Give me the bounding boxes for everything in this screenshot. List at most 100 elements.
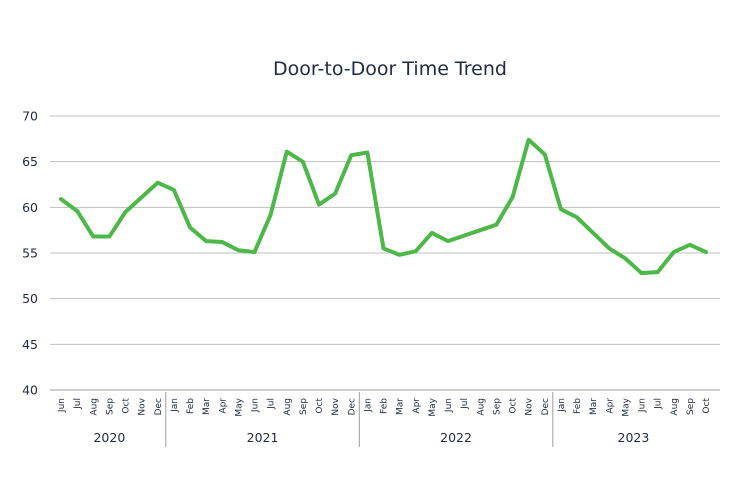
data-point <box>317 203 321 207</box>
x-tick-label: Nov <box>525 397 535 415</box>
x-tick-label: Jul <box>654 398 664 410</box>
data-point <box>656 270 660 274</box>
data-point <box>591 231 595 235</box>
data-point <box>301 160 305 164</box>
data-point <box>462 234 466 238</box>
x-tick-label: Aug <box>476 398 486 416</box>
data-point <box>365 151 369 155</box>
data-point <box>640 271 644 275</box>
data-point <box>333 192 337 196</box>
data-point <box>575 215 579 219</box>
x-tick-label: Sep <box>686 398 696 415</box>
year-axis: 2020 2021 2022 2023 <box>93 392 649 447</box>
x-tick-label: Feb <box>186 398 196 414</box>
x-tick-label: Jan <box>170 398 180 413</box>
year-label: 2022 <box>440 430 472 445</box>
x-tick-label: Oct <box>509 398 519 414</box>
x-axis: Jun Jul Aug Sep Oct Nov Dec Jan Feb Mar Apr May Jun J… <box>57 397 712 416</box>
data-point <box>124 210 128 214</box>
data-point <box>140 195 144 199</box>
data-point <box>494 223 498 227</box>
y-tick-label: 50 <box>22 291 38 306</box>
data-point <box>220 240 224 244</box>
x-tick-label: Aug <box>89 398 99 416</box>
x-tick-label: Sep <box>105 398 115 415</box>
y-tick-label: 45 <box>22 337 38 352</box>
data-point <box>285 150 289 154</box>
x-tick-label: Jul <box>460 398 470 410</box>
x-tick-label: Aug <box>670 398 680 416</box>
x-tick-label: Sep <box>299 398 309 415</box>
x-tick-label: Jul <box>73 398 83 410</box>
x-tick-label: May <box>621 397 631 416</box>
x-tick-label: Jun <box>444 398 454 413</box>
x-tick-label: Dec <box>347 398 357 415</box>
x-tick-label: Feb <box>380 398 390 414</box>
data-point <box>398 253 402 257</box>
year-label: 2023 <box>618 430 650 445</box>
year-label: 2021 <box>247 430 279 445</box>
x-tick-label: Nov <box>138 397 148 415</box>
chart-title: Door-to-Door Time Trend <box>273 58 507 80</box>
data-point <box>511 195 515 199</box>
x-tick-label: Oct <box>122 398 132 414</box>
x-tick-label: Oct <box>702 398 712 414</box>
data-point <box>527 138 531 142</box>
x-tick-label: Jan <box>557 398 567 413</box>
x-tick-label: Dec <box>154 398 164 415</box>
x-tick-label: Jun <box>251 398 261 413</box>
data-point <box>704 250 708 254</box>
x-tick-label: Jul <box>267 398 277 410</box>
data-point <box>607 246 611 250</box>
data-point <box>156 181 160 185</box>
year-label: 2020 <box>93 430 125 445</box>
data-point <box>349 153 353 157</box>
y-tick-label: 65 <box>22 154 38 169</box>
series-layer <box>59 137 708 276</box>
x-tick-label: May <box>428 397 438 416</box>
data-point <box>91 235 95 239</box>
x-tick-label: Mar <box>396 398 406 415</box>
data-point <box>478 228 482 232</box>
y-tick-label: 60 <box>22 200 38 215</box>
x-tick-label: Jan <box>363 398 373 413</box>
data-point <box>430 231 434 235</box>
data-point <box>672 250 676 254</box>
data-point <box>204 239 208 243</box>
data-point <box>382 246 386 250</box>
data-point <box>269 213 273 217</box>
x-tick-label: Mar <box>202 398 212 415</box>
x-tick-label: Oct <box>315 398 325 414</box>
x-tick-label: Dec <box>541 398 551 415</box>
data-point <box>75 209 79 213</box>
grid-layer <box>50 115 720 391</box>
x-tick-label: May <box>234 397 244 416</box>
x-tick-label: Apr <box>412 398 422 414</box>
x-tick-label: Apr <box>605 398 615 414</box>
x-tick-label: Jun <box>638 398 648 413</box>
data-point <box>414 249 418 253</box>
series-line <box>59 137 708 276</box>
x-tick-label: Feb <box>573 398 583 414</box>
data-point <box>236 248 240 252</box>
data-point <box>172 188 176 192</box>
y-axis: 40 45 50 55 60 65 70 <box>22 109 38 398</box>
y-tick-label: 40 <box>22 383 38 398</box>
data-point <box>59 197 63 201</box>
x-tick-label: Jun <box>57 398 67 413</box>
x-tick-label: Apr <box>218 398 228 414</box>
data-point <box>253 250 257 254</box>
x-tick-label: Aug <box>283 398 293 416</box>
y-tick-label: 55 <box>22 246 38 261</box>
data-point <box>559 207 563 211</box>
data-point <box>107 235 111 239</box>
data-point <box>688 243 692 247</box>
x-tick-label: Nov <box>331 397 341 415</box>
y-tick-label: 70 <box>22 109 38 124</box>
x-tick-label: Sep <box>492 398 502 415</box>
data-point <box>446 239 450 243</box>
data-point <box>543 152 547 156</box>
x-tick-label: Mar <box>589 398 599 415</box>
